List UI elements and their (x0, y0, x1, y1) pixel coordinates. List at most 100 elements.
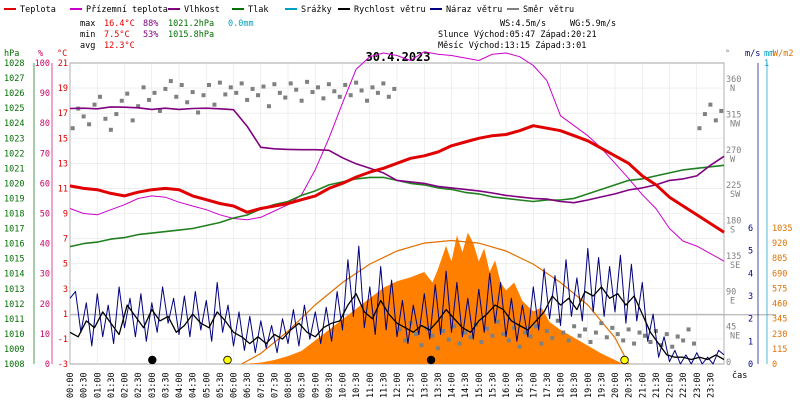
solar-tick-label: 805 (772, 254, 787, 264)
legend-label: Vlhkost (184, 5, 220, 15)
wind-dir-point (81, 114, 86, 119)
stat-max-label: max (80, 19, 95, 29)
wind-dir-point (648, 339, 653, 344)
wind-dir-point (97, 94, 102, 99)
dir-tick-name: N (730, 84, 735, 94)
stat-avg-label: avg (80, 41, 95, 51)
marker-layer (148, 355, 629, 365)
wind-dir-point (435, 346, 440, 351)
wind-dir-point (681, 338, 686, 343)
x-tick-label: 14:30 (461, 372, 471, 398)
press-tick-label: 1019 (4, 194, 24, 204)
stat-max-press: 1021.2hPa (168, 19, 214, 29)
x-tick-label: 07:00 (257, 372, 267, 398)
solar-layer (70, 232, 724, 365)
wind-dir-point (283, 95, 288, 100)
wind-dir-point (375, 90, 380, 95)
wind-dir-point (490, 333, 495, 338)
unit-solar: W/m2 (773, 49, 793, 59)
wind-dir-point (555, 318, 560, 323)
temp-tick-label: 17 (58, 109, 68, 119)
dir-tick-deg: 360 (726, 75, 741, 85)
hum-tick-label: 90 (40, 89, 50, 99)
press-tick-label: 1015 (4, 255, 24, 265)
solar-tick-label: 1035 (772, 224, 792, 234)
wind-dir-point (239, 81, 244, 86)
x-tick-label: 22:00 (666, 372, 676, 398)
stat-min-temp: 7.5°C (104, 30, 130, 40)
wind-dir-point (572, 324, 577, 329)
wind-dir-point (539, 341, 544, 346)
stat-min-label: min (80, 30, 95, 40)
x-tick-label: 02:00 (121, 372, 131, 398)
wind-dir-point (168, 79, 173, 84)
wind-dir-point (463, 330, 468, 335)
wind-dir-point (697, 126, 702, 131)
x-tick-label: 09:30 (325, 372, 335, 398)
press-tick-label: 1020 (4, 179, 24, 189)
stats-block: max 16.4°C 88% 1021.2hPa 0.0mm min 7.5°C… (80, 19, 254, 51)
wind-tick-label: 4 (748, 269, 753, 279)
temperature-line (69, 124, 725, 234)
wind-dir-point (386, 94, 391, 99)
temp-tick-label: 7 (63, 235, 68, 245)
wind-tick-label: 1 (748, 337, 753, 347)
sun-moon-info: WS:4.5m/s WG:5.9m/s Slunce Východ:05:47 … (438, 19, 616, 51)
wind-dir-point (223, 92, 228, 97)
legend-label: Rychlost větru (354, 5, 426, 15)
dir-tick-deg: 270 (726, 146, 741, 156)
wind-dir-point (457, 341, 462, 346)
wind-dir-point (708, 102, 713, 107)
unit-temp: °C (57, 49, 67, 59)
wind-dir-point (206, 82, 211, 87)
wind-dir-point (566, 338, 571, 343)
x-tick-label: 12:30 (407, 372, 417, 398)
dir-tick-name: SE (730, 261, 740, 271)
x-tick-label: 08:00 (284, 372, 294, 398)
wind-dir-point (381, 81, 386, 86)
wind-dir-point (692, 341, 697, 346)
x-tick-label: 18:00 (557, 372, 567, 398)
wind-dir-point (484, 326, 489, 331)
wind-dir-point (245, 97, 250, 102)
unit-rain-scale: 1 (764, 59, 769, 69)
wind-dir-point (403, 338, 408, 343)
stat-max-temp: 16.4°C (104, 19, 135, 29)
wind-dir-point (337, 94, 342, 99)
wind-dir-point (190, 90, 195, 95)
wind-dir-point (136, 104, 141, 109)
wind-dir-point (414, 332, 419, 337)
wind-dir-point (583, 327, 588, 332)
press-tick-label: 1011 (4, 315, 24, 325)
temp-tick-label: 3 (63, 285, 68, 295)
stat-max-hum: 88% (143, 19, 158, 29)
clear-sky-curve (241, 239, 630, 365)
press-tick-label: 1013 (4, 285, 24, 295)
wind-dir-point (632, 341, 637, 346)
moonrise-marker (426, 355, 436, 365)
temp-tick-label: 1 (63, 310, 68, 320)
press-tick-label: 1026 (4, 89, 24, 99)
wind-dir-point (185, 100, 190, 105)
x-tick-label: 01:00 (93, 372, 103, 398)
wind-dir-point (130, 118, 135, 123)
press-tick-label: 1021 (4, 164, 24, 174)
unit-dir: ° (725, 49, 730, 59)
press-tick-label: 1025 (4, 104, 24, 114)
wind-dir-point (234, 90, 239, 95)
wind-dir-point (141, 85, 146, 90)
wind-dir-point (343, 82, 348, 87)
wind-dir-point (528, 334, 533, 339)
wind-dir-point (163, 86, 168, 91)
x-tick-label: 04:30 (189, 372, 199, 398)
solar-tick-label: 230 (772, 330, 787, 340)
hum-tick-label: 10 (40, 330, 50, 340)
x-tick-label: 10:00 (339, 372, 349, 398)
solar-tick-label: 460 (772, 300, 787, 310)
x-tick-label: 06:30 (243, 372, 253, 398)
wind-dir-point (675, 334, 680, 339)
wind-dir-point (621, 338, 626, 343)
wind-dir-point (593, 330, 598, 335)
wind-dir-point (310, 90, 315, 95)
wind-dir-point (702, 112, 707, 117)
